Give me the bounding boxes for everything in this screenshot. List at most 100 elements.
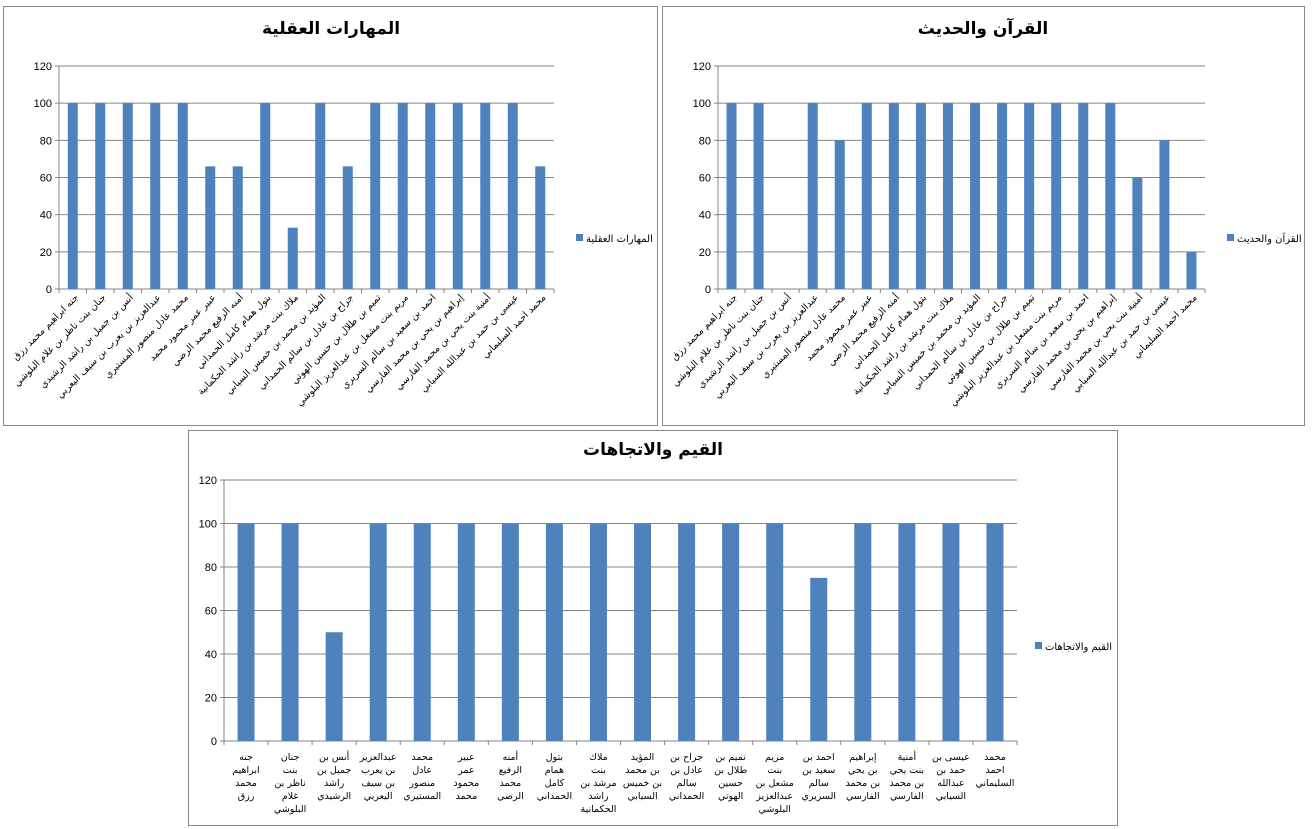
bar xyxy=(1078,103,1089,290)
legend-swatch xyxy=(1035,642,1042,649)
y-tick-label: 40 xyxy=(699,210,711,222)
y-tick-label: 0 xyxy=(211,736,217,748)
bar xyxy=(1132,177,1143,289)
bar xyxy=(369,523,387,741)
x-tick-label: محمد احمد السليماني xyxy=(975,752,1014,789)
x-tick-label: مريم بنت مشعل بن عبدالعزيز البلوشي xyxy=(755,752,794,815)
chart-title: المهارات العقلية xyxy=(262,19,400,39)
bar xyxy=(1105,103,1116,290)
bar xyxy=(501,523,519,741)
bar xyxy=(232,166,243,289)
x-tick-label: جنان بنت ناظر بن غلام البلوشي xyxy=(274,752,306,815)
y-tick-label: 60 xyxy=(40,173,52,185)
bar xyxy=(898,523,916,741)
chart-panel-mental-skills: المهارات العقلية 0 20 40 60 80 100 120 جنه ابراه… xyxy=(3,6,658,426)
y-tick-label: 20 xyxy=(699,247,711,259)
bar xyxy=(177,103,188,290)
y-tick-label: 80 xyxy=(699,135,711,147)
bar xyxy=(237,523,255,741)
chart-title: القيم والاتجاهات xyxy=(583,440,723,460)
bar xyxy=(122,103,133,290)
bar xyxy=(452,103,463,290)
bar xyxy=(861,103,872,290)
bar xyxy=(315,103,326,290)
y-tick-label: 100 xyxy=(34,98,52,110)
x-tick-label: جنه ابراهيم محمد رزق xyxy=(232,752,259,802)
bar xyxy=(370,103,381,290)
bar xyxy=(589,523,607,741)
legend-swatch xyxy=(1227,234,1234,241)
x-tick-label: إبراهيم بن يحي بن محمد الفارسي xyxy=(846,752,881,802)
bar xyxy=(205,166,216,289)
bar xyxy=(1051,103,1062,290)
chart-title: القرآن والحديث xyxy=(918,17,1049,39)
chart-panel-quran-hadith: القرآن والحديث 0 20 40 60 80 100 120 جنه ابراهيم… xyxy=(662,6,1305,426)
legend-label: القرآن والحديث xyxy=(1237,232,1302,245)
bar xyxy=(457,523,475,741)
bar xyxy=(634,523,652,741)
legend-swatch xyxy=(576,234,583,241)
x-tick-label: عيسى بن حمد بن عبدالله السيابي xyxy=(932,752,970,802)
bar xyxy=(281,523,299,741)
bar xyxy=(678,523,696,741)
y-tick-label: 120 xyxy=(199,475,217,487)
bar xyxy=(942,523,960,741)
bar xyxy=(970,103,981,290)
x-tick-label: تميم بن طلال بن حسين الهوتي xyxy=(714,752,747,802)
bar xyxy=(1024,103,1035,290)
x-tick-label: جراح بن عادل بن سالم الحمداني xyxy=(669,752,704,802)
bar xyxy=(997,103,1008,290)
bar xyxy=(726,103,737,290)
x-tick-label: أمنية بنت يحي بن محمد الفارسي xyxy=(890,750,925,802)
y-tick-label: 100 xyxy=(693,98,711,110)
bar xyxy=(753,103,764,290)
x-tick-label: ملاك بنت مرشد بن راشد الحكمانية xyxy=(580,752,616,815)
legend-label: المهارات العقلية xyxy=(586,234,653,245)
bar xyxy=(507,103,518,290)
bar xyxy=(986,523,1004,741)
bar xyxy=(397,103,408,290)
bar xyxy=(1186,251,1197,289)
bar xyxy=(722,523,740,741)
y-tick-label: 60 xyxy=(205,606,217,618)
x-tick-label: المؤيد بن محمد بن خميس السيابي xyxy=(623,752,662,802)
y-tick-label: 0 xyxy=(46,284,52,296)
bar xyxy=(854,523,872,741)
bar xyxy=(834,140,845,289)
x-tick-label: بتول همام كامل الحمداني xyxy=(537,752,572,802)
bar xyxy=(67,103,78,290)
bar xyxy=(807,103,818,290)
bar xyxy=(766,523,784,741)
bar xyxy=(325,632,343,741)
bar xyxy=(535,166,546,289)
bar xyxy=(545,523,563,741)
y-tick-label: 20 xyxy=(205,693,217,705)
x-tick-label: عبير عمر محمود محمد xyxy=(453,752,479,802)
bar xyxy=(95,103,106,290)
bar xyxy=(150,103,161,290)
bar xyxy=(1159,140,1170,289)
bar xyxy=(942,103,953,290)
y-tick-label: 120 xyxy=(34,61,52,73)
y-tick-label: 80 xyxy=(205,562,217,574)
bar xyxy=(915,103,926,290)
y-tick-label: 40 xyxy=(40,210,52,222)
bar xyxy=(413,523,431,741)
y-tick-label: 80 xyxy=(40,135,52,147)
y-tick-label: 40 xyxy=(205,649,217,661)
y-tick-label: 20 xyxy=(40,247,52,259)
y-tick-label: 60 xyxy=(699,173,711,185)
y-tick-label: 120 xyxy=(693,61,711,73)
chart-panel-values-attitudes: القيم والاتجاهات 0 20 40 60 80 100 120 جنه ابراهي… xyxy=(188,430,1118,826)
bar xyxy=(342,166,353,289)
y-tick-label: 100 xyxy=(199,519,217,531)
legend-label: القيم والاتجاهات xyxy=(1045,642,1112,653)
x-tick-label: ملاك بنت مرشد بن راشد الحكمانية xyxy=(196,292,301,397)
x-tick-label: أنس بن جميل بن راشد الرشيدي xyxy=(317,750,351,802)
bar xyxy=(888,103,899,290)
bar xyxy=(425,103,436,290)
bar xyxy=(810,577,828,741)
x-tick-label: احمد بن سعيد بن سالم السريري xyxy=(801,752,836,802)
